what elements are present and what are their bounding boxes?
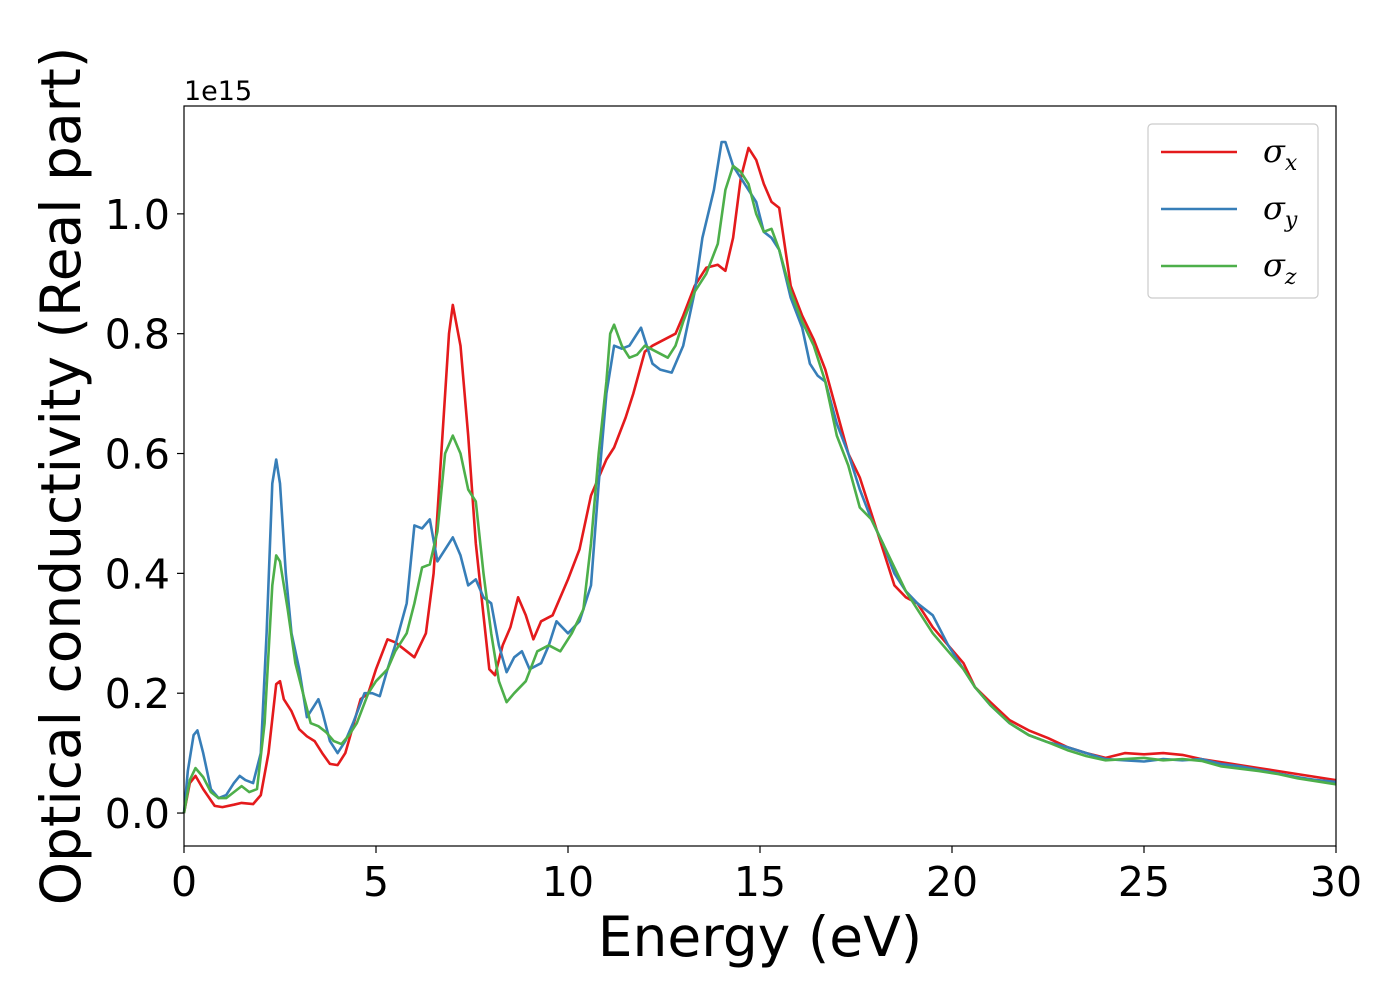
- legend-label-y: σy: [1263, 189, 1298, 233]
- legend-subscript: z: [1284, 265, 1297, 290]
- legend-subscript: y: [1284, 208, 1298, 233]
- y-tick-label: 0.4: [105, 550, 170, 598]
- x-axis-title: Energy (eV): [598, 905, 922, 969]
- x-tick-label: 15: [734, 858, 786, 906]
- x-axis: 0 5 10 15 20 25 30: [171, 846, 1362, 906]
- series-line-z: [182, 164, 1337, 814]
- y-offset-label: 1e15: [184, 76, 252, 107]
- legend-box: [1147, 123, 1319, 299]
- legend-symbol: σ: [1263, 246, 1286, 284]
- x-tick-label: 30: [1310, 858, 1362, 906]
- y-tick-label: 0.8: [105, 311, 170, 359]
- x-tick-label: 0: [171, 858, 197, 906]
- y-axis-title: Optical conductivity (Real part): [29, 47, 93, 906]
- y-tick-label: 0.0: [105, 790, 170, 838]
- series-layer: [182, 140, 1337, 814]
- legend-label-x: σx: [1263, 132, 1298, 176]
- x-tick-label: 10: [542, 858, 594, 906]
- y-tick-label: 0.2: [105, 670, 170, 718]
- legend-symbol: σ: [1263, 132, 1286, 170]
- x-tick-label: 5: [363, 858, 389, 906]
- x-tick-label: 20: [926, 858, 978, 906]
- y-axis: 0.0 0.2 0.4 0.6 0.8 1.0: [105, 191, 184, 838]
- legend-subscript: x: [1285, 151, 1298, 176]
- y-tick-label: 0.6: [105, 431, 170, 479]
- series-line-x: [182, 146, 1337, 814]
- y-tick-label: 1.0: [105, 191, 170, 239]
- legend-label-z: σz: [1263, 246, 1297, 290]
- legend-symbol: σ: [1263, 189, 1286, 227]
- x-tick-label: 25: [1118, 858, 1170, 906]
